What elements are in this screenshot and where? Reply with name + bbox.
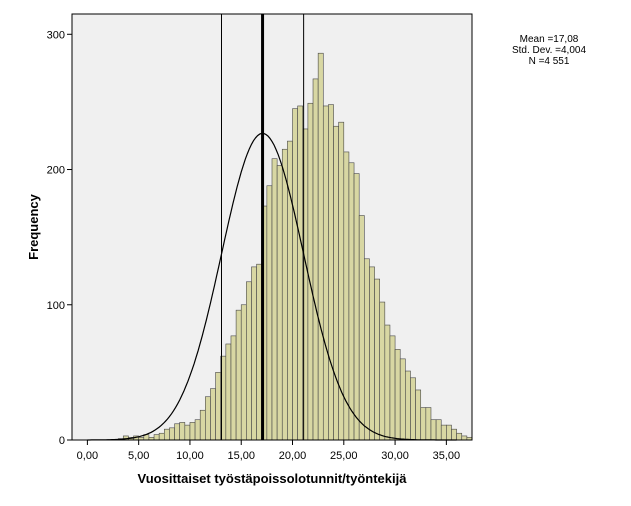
histogram-bar	[189, 422, 196, 441]
histogram-bar	[430, 419, 437, 441]
histogram-bar	[369, 266, 375, 441]
x-axis-ticks: 0,00 5,00 10,00 15,00 20,00 25,00 30,00 35,00	[77, 440, 460, 462]
x-tick-label: 0,00	[77, 450, 98, 462]
mean-label: Mean =17,08	[519, 34, 579, 45]
y-tick-label: 300	[47, 29, 65, 41]
histogram-bar	[425, 407, 432, 441]
histogram-bar	[405, 370, 411, 441]
histogram-bar	[440, 424, 447, 441]
histogram-bar	[164, 428, 170, 441]
histogram-bar	[179, 422, 186, 441]
histogram-bar	[343, 151, 350, 441]
std-dev-label: Std. Dev. =4,004	[511, 45, 587, 56]
histogram-bar	[333, 125, 339, 441]
histogram-bar	[194, 419, 201, 441]
histogram-bar	[210, 388, 216, 441]
x-tick-label: 15,00	[227, 450, 255, 462]
x-tick-label: 10,00	[176, 450, 204, 462]
histogram-bar	[328, 104, 334, 441]
histogram-bar	[246, 281, 252, 441]
histogram-bar	[199, 409, 206, 441]
histogram-bar	[292, 108, 298, 441]
histogram-bar	[317, 52, 324, 441]
histogram-bar	[297, 105, 304, 441]
histogram-bar	[235, 309, 242, 441]
y-axis-ticks: 0 100 200 300	[47, 29, 72, 447]
histogram-bar	[184, 424, 191, 441]
histogram-bar	[312, 78, 319, 441]
reference-lines	[220, 14, 305, 440]
normal-curve	[87, 132, 457, 441]
histogram-bar	[281, 148, 288, 441]
histogram-bar	[174, 423, 180, 441]
histogram-bar	[225, 343, 232, 441]
y-tick-label: 200	[47, 165, 65, 177]
histogram-bar	[394, 349, 401, 441]
histogram-bar	[358, 215, 365, 441]
plot-frame	[71, 13, 473, 441]
histogram-bar	[364, 258, 370, 441]
y-tick-label: 0	[59, 435, 65, 447]
histogram-bar	[389, 335, 396, 441]
histogram-bar	[266, 185, 273, 441]
histogram-bar	[399, 358, 406, 441]
histogram-bar	[384, 324, 391, 441]
histogram-bar	[410, 377, 416, 441]
y-tick-label: 100	[47, 300, 65, 312]
histogram-bar	[271, 158, 278, 441]
histogram-bar	[153, 434, 160, 441]
histogram-bar	[420, 407, 427, 441]
histogram-bar	[435, 419, 442, 441]
histogram-bar	[205, 396, 211, 441]
n-label: N =4 551	[528, 56, 570, 67]
histogram-bar	[348, 162, 355, 441]
histogram-bar	[230, 335, 237, 441]
x-axis-title: Vuosittaiset työstäpoissolotunnit/työnte…	[138, 471, 408, 486]
histogram-bar	[256, 263, 263, 441]
histogram-bar	[251, 266, 257, 441]
histogram-bar	[353, 173, 360, 441]
histogram-bar	[276, 165, 283, 441]
histogram-bar	[374, 278, 380, 441]
histogram-bar	[461, 435, 468, 441]
y-axis-title: Frequency	[26, 193, 41, 260]
histogram-bar	[415, 389, 422, 441]
histogram-bar	[158, 432, 165, 441]
histogram-bar	[307, 102, 314, 441]
x-tick-label: 5,00	[128, 450, 149, 462]
histogram-bar	[451, 428, 457, 441]
histogram-bar	[456, 432, 463, 441]
summary-statistics: Mean =17,08 Std. Dev. =4,004 N =4 551	[490, 34, 608, 67]
x-tick-label: 35,00	[433, 450, 461, 462]
x-tick-label: 30,00	[381, 450, 409, 462]
histogram-bar	[215, 372, 222, 441]
histogram-bar	[322, 105, 329, 441]
histogram-bar	[169, 427, 175, 441]
histogram-bar	[379, 301, 386, 441]
histogram-bar	[240, 304, 247, 441]
x-tick-label: 25,00	[330, 450, 358, 462]
x-tick-label: 20,00	[279, 450, 307, 462]
histogram-bar	[446, 424, 452, 441]
